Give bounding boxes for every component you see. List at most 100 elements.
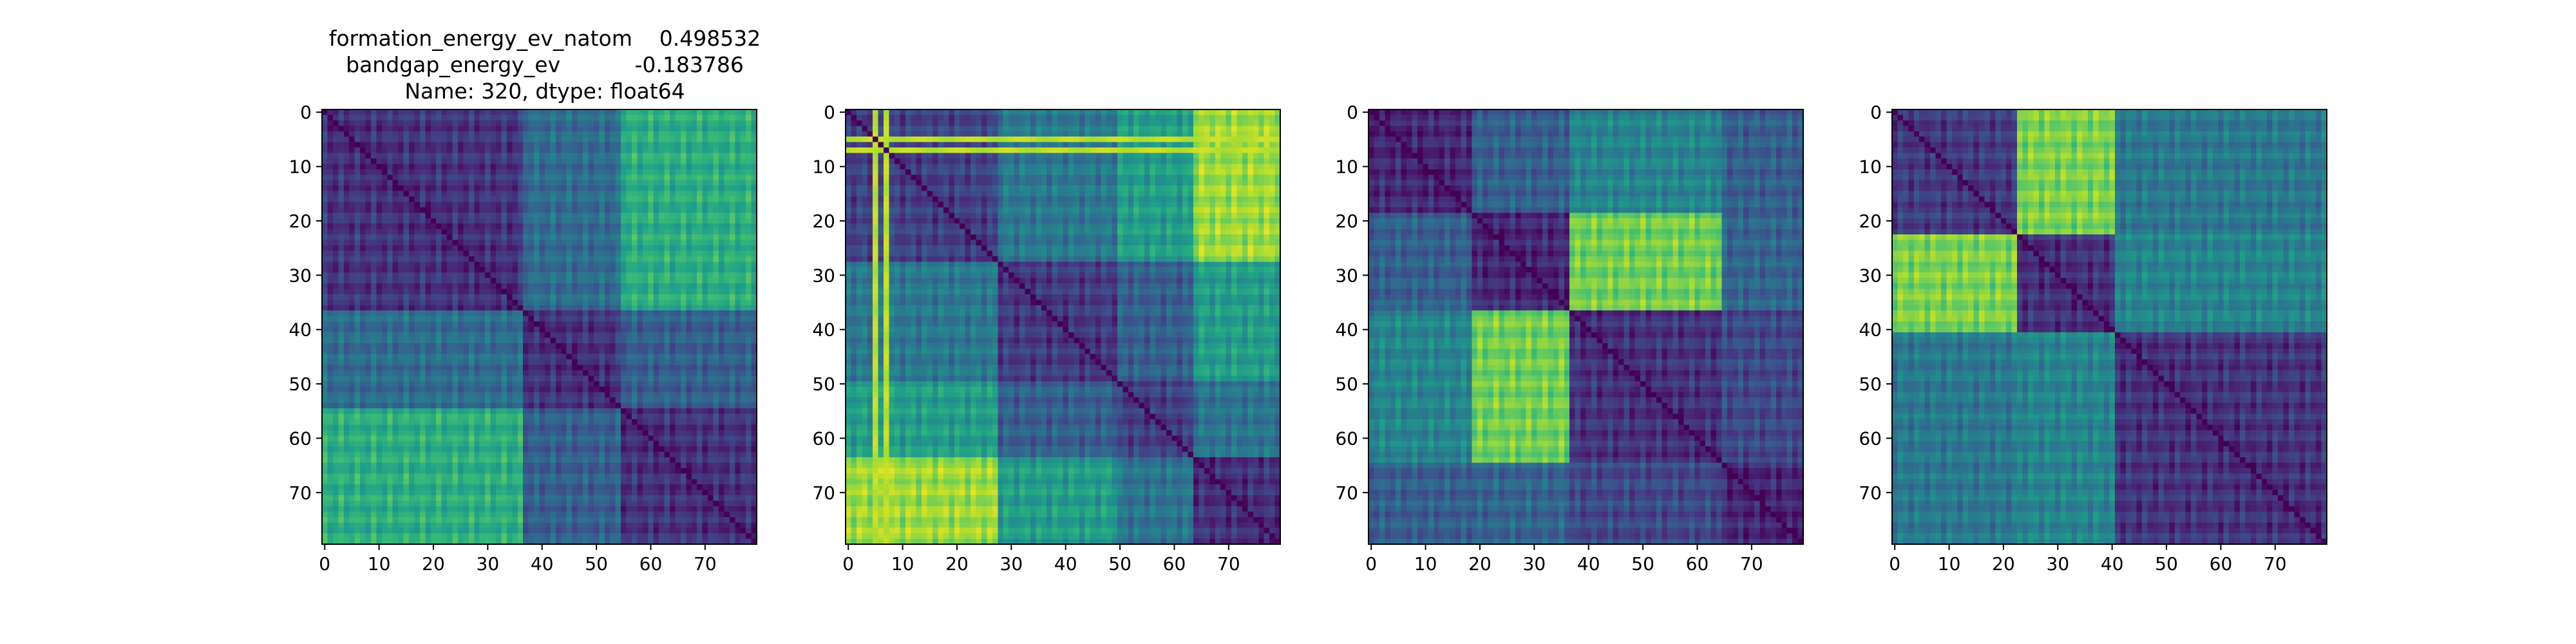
- heatmap-cell: [751, 261, 757, 267]
- heatmap-cell: [631, 392, 638, 398]
- heatmap-cell: [457, 435, 464, 441]
- heatmap-cell: [670, 191, 676, 197]
- heatmap-cell: [740, 175, 746, 180]
- heatmap-cell: [729, 256, 735, 262]
- heatmap-cell: [670, 218, 676, 224]
- heatmap-cell: [675, 430, 681, 436]
- heatmap-cell: [474, 305, 480, 311]
- heatmap-cell: [381, 191, 388, 197]
- heatmap-cell: [398, 359, 404, 365]
- heatmap-cell: [604, 289, 611, 295]
- heatmap-cell: [642, 164, 649, 170]
- heatmap-cell: [441, 446, 448, 452]
- heatmap-cell: [746, 245, 752, 251]
- heatmap-cell: [387, 115, 393, 121]
- heatmap-cell: [680, 131, 687, 137]
- heatmap-cell: [496, 354, 502, 360]
- heatmap-cell: [490, 321, 497, 327]
- heatmap-cell: [631, 207, 638, 213]
- heatmap-cell: [343, 223, 350, 229]
- heatmap-cell: [659, 375, 665, 382]
- heatmap-cell: [370, 365, 377, 371]
- heatmap-cell: [452, 223, 459, 229]
- heatmap-cell: [724, 223, 730, 229]
- heatmap-cell: [702, 278, 708, 284]
- heatmap-cell: [746, 261, 752, 267]
- heatmap-cell: [430, 202, 437, 208]
- heatmap-cell: [729, 240, 735, 246]
- heatmap-cell: [588, 354, 594, 360]
- heatmap-cell: [659, 213, 665, 219]
- heatmap-cell: [490, 386, 497, 393]
- heatmap-cell: [501, 386, 507, 393]
- heatmap-cell: [610, 158, 616, 164]
- heatmap-cell: [523, 207, 529, 213]
- heatmap-cell: [670, 365, 676, 371]
- heatmap-cell: [664, 316, 670, 322]
- heatmap-cell: [517, 251, 524, 257]
- heatmap-cell: [708, 234, 714, 240]
- heatmap-cell: [322, 229, 328, 235]
- heatmap-cell: [414, 278, 421, 284]
- heatmap-cell: [327, 305, 334, 311]
- heatmap-cell: [479, 365, 486, 371]
- heatmap-cell: [697, 321, 703, 327]
- heatmap-cell: [751, 115, 757, 121]
- heatmap-cell: [327, 202, 334, 208]
- heatmap-cell: [327, 213, 334, 219]
- heatmap-cell: [381, 289, 388, 295]
- heatmap-cell: [512, 397, 518, 403]
- heatmap-cell: [604, 267, 611, 273]
- heatmap-cell: [468, 337, 475, 344]
- heatmap-cell: [506, 267, 513, 273]
- heatmap-cell: [376, 365, 383, 371]
- heatmap-cell: [457, 370, 464, 376]
- heatmap-cell: [338, 251, 345, 257]
- heatmap-cell: [485, 180, 491, 186]
- heatmap-cell: [599, 359, 605, 365]
- heatmap-cell: [452, 213, 459, 219]
- heatmap-cell: [561, 158, 567, 164]
- heatmap-cell: [626, 256, 632, 262]
- heatmap-cell: [457, 120, 464, 126]
- heatmap-cell: [452, 109, 459, 115]
- heatmap-cell: [463, 321, 469, 327]
- heatmap-cell: [534, 120, 540, 126]
- heatmap-cell: [708, 359, 714, 365]
- heatmap-cell: [468, 153, 475, 159]
- heatmap-cell: [463, 365, 469, 371]
- heatmap-cell: [479, 120, 486, 126]
- heatmap-cell: [338, 435, 345, 441]
- heatmap-cell: [539, 310, 545, 316]
- heatmap-cell: [392, 245, 399, 251]
- heatmap-cell: [392, 126, 399, 132]
- heatmap-cell: [490, 120, 497, 126]
- heatmap-cell: [419, 120, 426, 126]
- heatmap-cell: [724, 272, 730, 278]
- heatmap-cell: [588, 278, 594, 284]
- heatmap-cell: [512, 251, 518, 257]
- heatmap-cell: [512, 207, 518, 213]
- heatmap-cell: [604, 435, 611, 441]
- heatmap-cell: [534, 419, 540, 425]
- heatmap-cell: [360, 202, 366, 208]
- heatmap-cell: [485, 402, 491, 409]
- heatmap-cell: [517, 180, 524, 186]
- heatmap-cell: [588, 321, 594, 327]
- heatmap-cell: [338, 402, 345, 409]
- heatmap-cell: [604, 240, 611, 246]
- heatmap-cell: [631, 348, 638, 354]
- heatmap-cell: [534, 158, 540, 164]
- heatmap-cell: [381, 196, 388, 202]
- heatmap-cell: [702, 413, 708, 420]
- heatmap-cell: [555, 321, 562, 327]
- heatmap-cell: [322, 251, 328, 257]
- heatmap-cell: [544, 370, 551, 376]
- heatmap-cell: [555, 337, 562, 344]
- heatmap-cell: [332, 164, 339, 170]
- heatmap-cell: [708, 375, 714, 382]
- heatmap-cell: [528, 343, 535, 349]
- heatmap-cell: [327, 191, 334, 197]
- heatmap-cell: [648, 359, 654, 365]
- heatmap-cell: [626, 261, 632, 267]
